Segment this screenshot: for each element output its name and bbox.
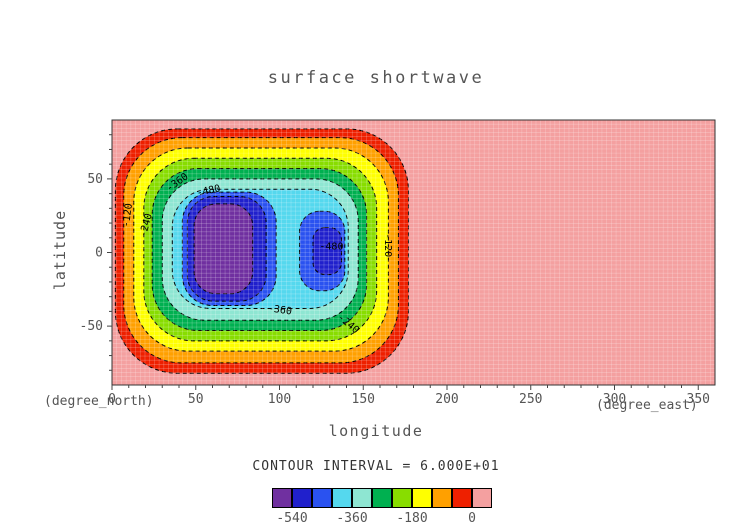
y-axis-unit: (degree_north) bbox=[44, 394, 154, 409]
y-tick-label: 0 bbox=[95, 246, 103, 261]
x-tick-label: 350 bbox=[687, 392, 710, 407]
x-axis-label: longitude bbox=[328, 422, 424, 440]
y-tick-label: 50 bbox=[87, 172, 103, 187]
colorbar-cell bbox=[292, 488, 312, 508]
colorbar-cell bbox=[332, 488, 352, 508]
y-tick-label: -50 bbox=[80, 319, 103, 334]
colorbar-cell bbox=[312, 488, 332, 508]
x-tick-label: 300 bbox=[603, 392, 626, 407]
colorbar-cell bbox=[452, 488, 472, 508]
x-tick-label: 50 bbox=[188, 392, 204, 407]
contour-label: -480 bbox=[196, 183, 222, 199]
colorbar bbox=[272, 488, 492, 508]
tick-labels: 0 50 100 150 200 250 300 350 -50 0 50 bbox=[80, 172, 710, 407]
contour-label: -360 bbox=[267, 303, 292, 317]
y-axis-label: latitude bbox=[51, 209, 69, 291]
colorbar-cell bbox=[432, 488, 452, 508]
colorbar-cell bbox=[352, 488, 372, 508]
x-tick-label: 150 bbox=[352, 392, 375, 407]
colorbar-cell bbox=[372, 488, 392, 508]
colorbar-cell bbox=[472, 488, 492, 508]
contour-label: -480 bbox=[319, 242, 343, 253]
contour-band bbox=[193, 203, 254, 295]
x-tick-label: 100 bbox=[268, 392, 291, 407]
x-tick-label: 250 bbox=[519, 392, 542, 407]
x-tick-label: 200 bbox=[435, 392, 458, 407]
contour-label: -120 bbox=[382, 233, 393, 257]
axis-ticks bbox=[107, 134, 699, 390]
contour-interval-note: CONTOUR INTERVAL = 6.000E+01 bbox=[252, 459, 500, 474]
chart-title: surface shortwave bbox=[267, 68, 485, 88]
x-axis-unit: (degree_east) bbox=[596, 398, 698, 413]
colorbar-cell bbox=[392, 488, 412, 508]
grid-lines bbox=[112, 120, 715, 385]
colorbar-cell bbox=[412, 488, 432, 508]
contour-label: -120 bbox=[121, 203, 135, 228]
contour-band bbox=[312, 226, 342, 276]
x-tick-label: 0 bbox=[108, 392, 116, 407]
colorbar-cell bbox=[272, 488, 292, 508]
contour-bands bbox=[114, 128, 409, 374]
